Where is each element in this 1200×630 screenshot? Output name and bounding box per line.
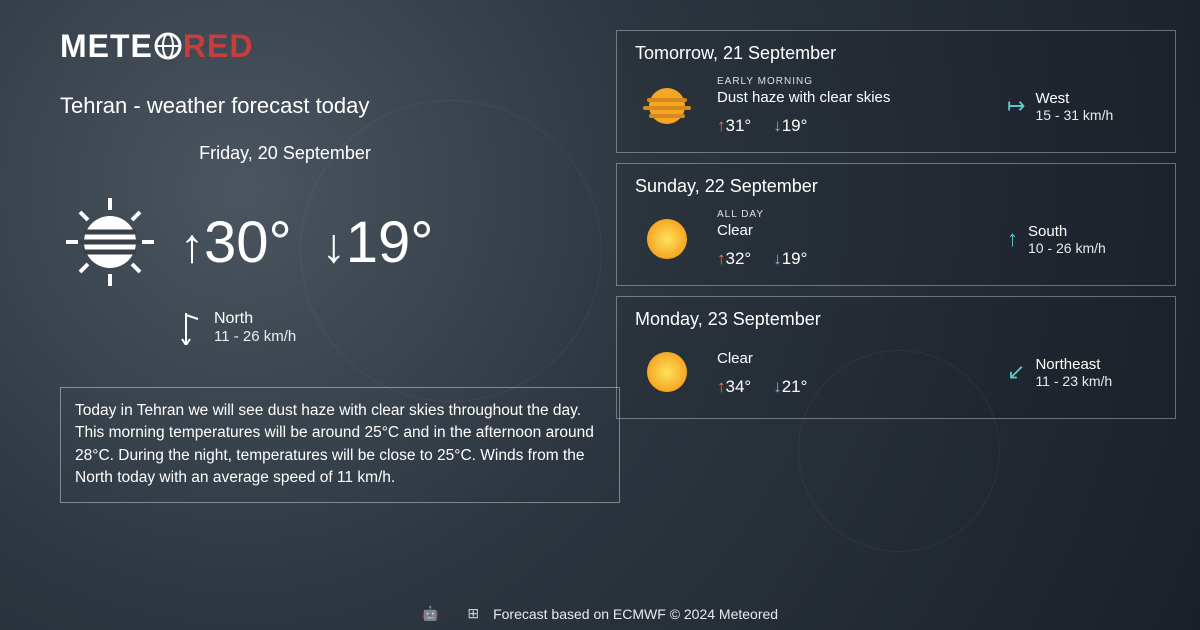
forecast-period: EARLY MORNING <box>717 76 989 87</box>
forecast-period: ALL DAY <box>717 209 989 220</box>
high-temp: ↑30° <box>180 209 292 276</box>
forecast-high: ↑34° <box>717 377 751 397</box>
haze-orange-icon <box>635 74 699 138</box>
today-summary: ↑30° ↓19° <box>60 192 570 292</box>
forecast-panel: Tomorrow, 21 September EARLY MORNING Dus… <box>616 30 1176 419</box>
android-icon: 🤖 <box>422 605 439 622</box>
wind-flag-icon <box>180 311 202 345</box>
forecast-wind: ↑ South 10 - 26 km/h <box>1007 223 1157 256</box>
windows-icon: ⊞ <box>467 605 479 622</box>
forecast-high: ↑31° <box>717 116 751 136</box>
forecast-low: ↓21° <box>773 377 807 397</box>
page-title: Tehran - weather forecast today <box>60 93 570 119</box>
forecast-condition: Clear <box>717 222 989 239</box>
low-temp: ↓19° <box>322 209 434 276</box>
forecast-card: Sunday, 22 September ALL DAY Clear ↑32° … <box>616 163 1176 286</box>
footer: 🤖 ⊞ Forecast based on ECMWF © 2024 Meteo… <box>0 605 1200 622</box>
today-panel: METERED Tehran - weather forecast today … <box>60 28 570 503</box>
forecast-date: Sunday, 22 September <box>635 176 1157 197</box>
wind-direction: North <box>214 310 296 328</box>
today-date: Friday, 20 September <box>0 143 570 164</box>
brand-left: METE <box>60 28 153 64</box>
wind-arrow-icon: ↙ <box>1007 359 1025 385</box>
wind-arrow-icon: ↦ <box>1007 93 1025 119</box>
forecast-condition: Clear <box>717 350 989 367</box>
footer-text: Forecast based on ECMWF © 2024 Meteored <box>493 606 778 622</box>
today-description: Today in Tehran we will see dust haze wi… <box>60 387 620 503</box>
forecast-low: ↓19° <box>773 249 807 269</box>
today-temps: ↑30° ↓19° <box>180 209 433 276</box>
forecast-card: Monday, 23 September Clear ↑34° ↓21° ↙ <box>616 296 1176 419</box>
forecast-wind: ↙ Northeast 11 - 23 km/h <box>1007 356 1157 389</box>
brand-right: RED <box>183 28 254 64</box>
brand-globe-icon <box>153 31 183 61</box>
forecast-date: Tomorrow, 21 September <box>635 43 1157 64</box>
forecast-wind: ↦ West 15 - 31 km/h <box>1007 90 1157 123</box>
forecast-card: Tomorrow, 21 September EARLY MORNING Dus… <box>616 30 1176 153</box>
wind-arrow-icon: ↑ <box>1007 226 1018 252</box>
brand-logo: METE RED <box>60 28 570 65</box>
forecast-condition: Dust haze with clear skies <box>717 89 989 106</box>
sun-icon <box>635 340 699 404</box>
sun-icon <box>635 207 699 271</box>
forecast-low: ↓19° <box>773 116 807 136</box>
forecast-high: ↑32° <box>717 249 751 269</box>
haze-sun-icon <box>60 192 160 292</box>
wind-speed: 11 - 26 km/h <box>214 328 296 345</box>
forecast-date: Monday, 23 September <box>635 309 1157 330</box>
today-wind: North 11 - 26 km/h <box>180 310 570 345</box>
